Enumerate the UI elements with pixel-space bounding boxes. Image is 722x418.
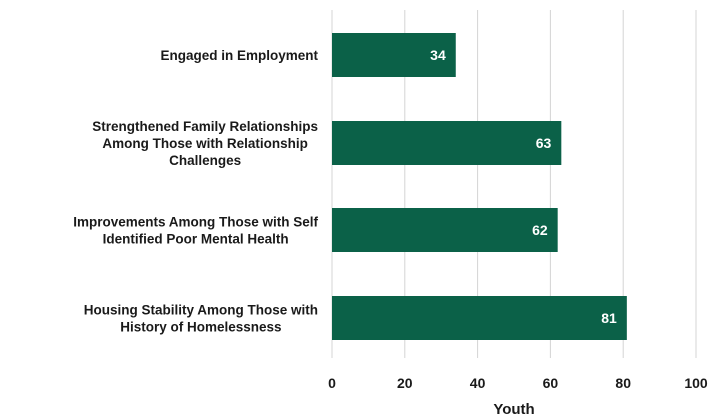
category-label-line: Among Those with Relationship: [102, 136, 308, 151]
bar-data-label: 34: [430, 47, 446, 63]
x-axis-title: Youth: [493, 401, 534, 418]
bar-data-label: 62: [532, 222, 548, 238]
x-tick-label: 80: [615, 375, 631, 391]
category-label-line: History of Homelessness: [120, 320, 281, 335]
bar: [332, 296, 627, 340]
category-label: Engaged in Employment: [160, 48, 318, 63]
category-label-line: Challenges: [169, 153, 241, 168]
category-labels: Engaged in Employment Strengthened Family…: [73, 48, 318, 335]
x-tick-label: 20: [397, 375, 413, 391]
bar-data-label: 81: [601, 310, 617, 326]
x-tick-label: 60: [543, 375, 559, 391]
x-tick-labels: 0 20 40 60 80 100: [328, 375, 708, 391]
category-label-line: Improvements Among Those with Self: [73, 215, 318, 230]
category-label-line: Engaged in Employment: [160, 48, 318, 63]
bar: [332, 121, 562, 165]
category-label: Housing Stability Among Those with Histor…: [84, 303, 318, 335]
category-label-line: Strengthened Family Relationships: [92, 119, 318, 134]
category-label-line: Identified Poor Mental Health: [103, 232, 289, 247]
bar: [332, 33, 456, 77]
x-tick-label: 100: [684, 375, 708, 391]
x-tick-label: 40: [470, 375, 486, 391]
category-label: Strengthened Family Relationships Among T…: [92, 119, 318, 168]
bar: [332, 208, 558, 252]
bars: 34 63 62 81: [332, 33, 627, 340]
x-tick-label: 0: [328, 375, 336, 391]
bar-data-label: 63: [536, 135, 552, 151]
category-label: Improvements Among Those with Self Identi…: [73, 215, 318, 247]
category-label-line: Housing Stability Among Those with: [84, 303, 318, 318]
